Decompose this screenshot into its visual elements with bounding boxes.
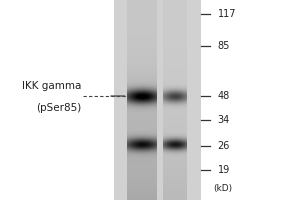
Text: 19: 19 — [218, 165, 230, 175]
Text: (pSer85): (pSer85) — [36, 103, 81, 113]
Text: (kD): (kD) — [213, 184, 232, 194]
Text: 26: 26 — [218, 141, 230, 151]
Text: IKK gamma: IKK gamma — [22, 81, 81, 91]
Text: 34: 34 — [218, 115, 230, 125]
Text: 85: 85 — [218, 41, 230, 51]
Text: 48: 48 — [218, 91, 230, 101]
Text: 117: 117 — [218, 9, 236, 19]
